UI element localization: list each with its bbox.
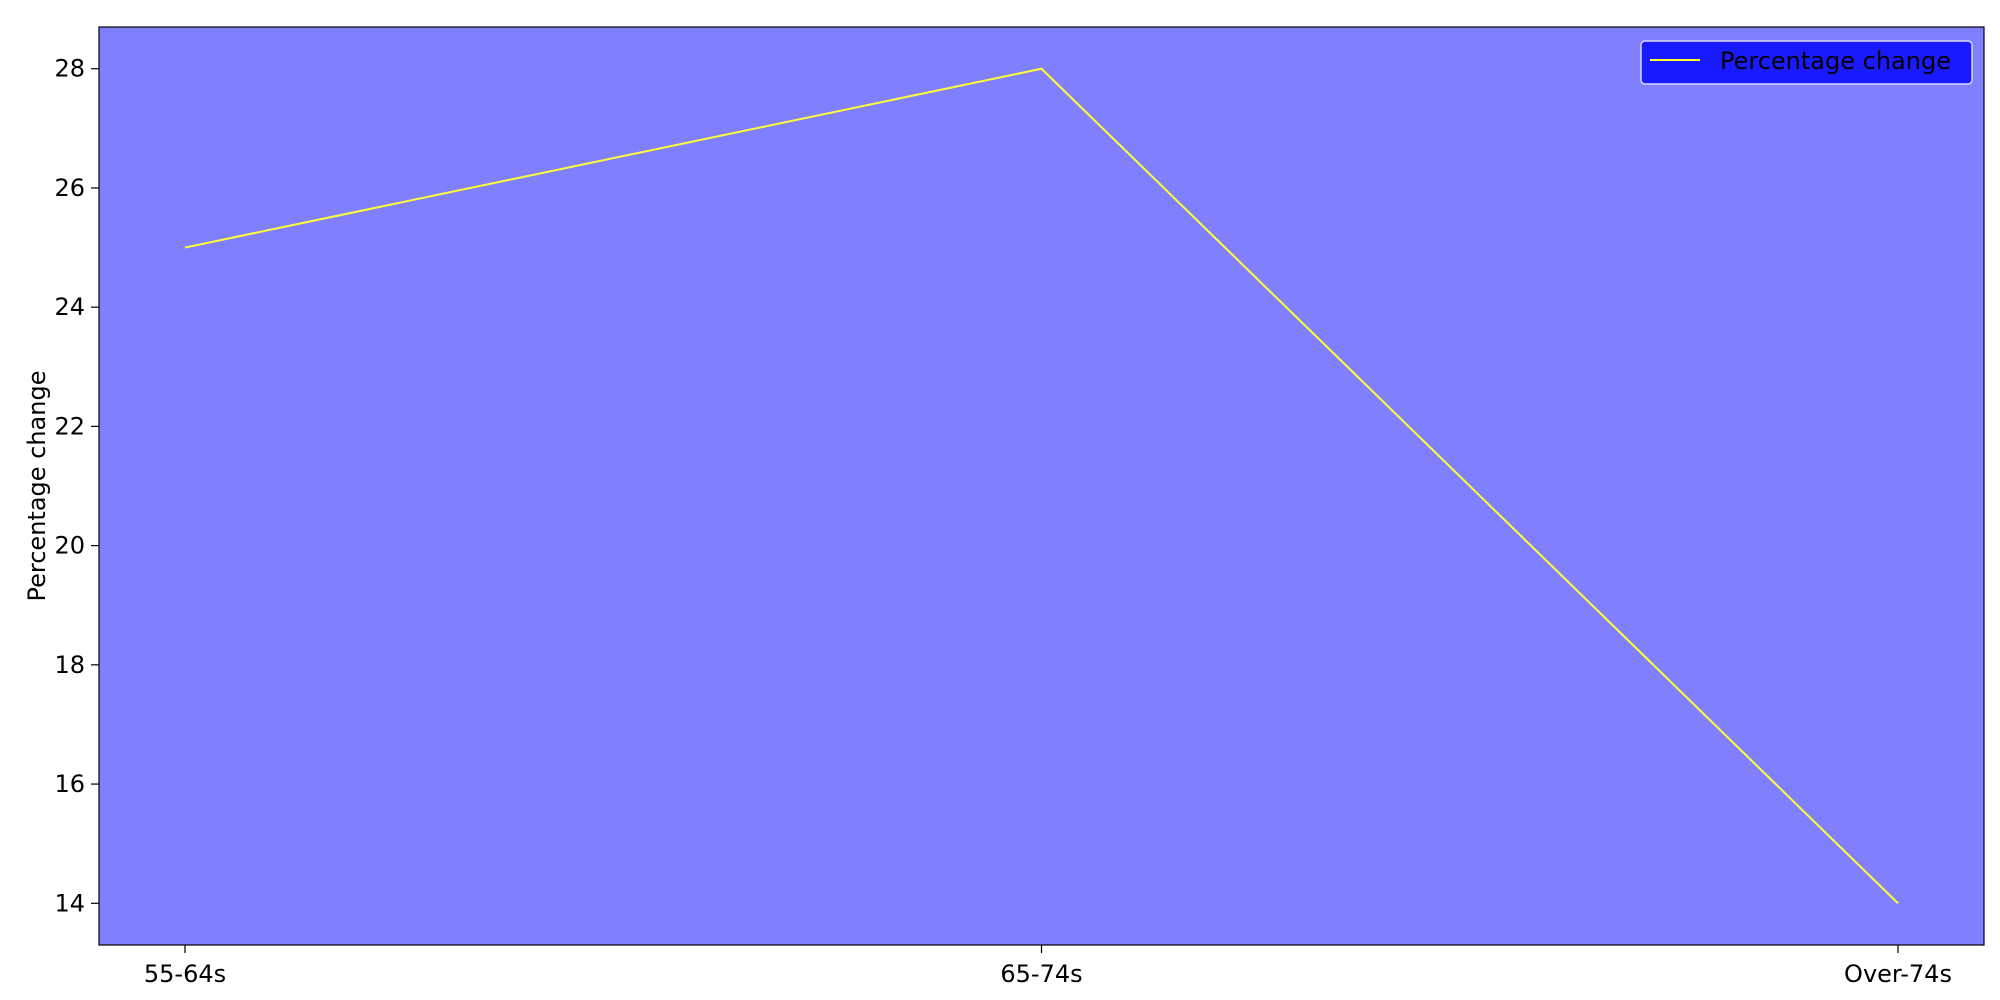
y-tick-label: 14 <box>54 889 85 917</box>
series-points <box>184 68 1899 904</box>
x-tick-label: 55-64s <box>144 960 226 988</box>
y-tick-label: 24 <box>54 293 85 321</box>
y-axis: 14 16 18 20 22 24 26 28 <box>54 55 99 917</box>
x-tick-label: Over-74s <box>1844 960 1952 988</box>
y-tick-label: 20 <box>54 532 85 560</box>
plot-area <box>98 26 1985 946</box>
y-axis-label: Percentage change <box>23 371 51 602</box>
y-tick-label: 22 <box>54 412 85 440</box>
y-tick-label: 16 <box>54 770 85 798</box>
y-tick-label: 28 <box>54 55 85 83</box>
y-tick-label: 26 <box>54 174 85 202</box>
legend-label-percentage-change: Percentage change <box>1720 47 1951 75</box>
y-tick-label: 18 <box>54 651 85 679</box>
x-axis: 55-64s 65-74s Over-74s <box>144 945 1952 988</box>
legend: Percentage change <box>1640 40 1973 85</box>
legend-box <box>1640 40 1973 85</box>
x-tick-label: 65-74s <box>1000 960 1082 988</box>
